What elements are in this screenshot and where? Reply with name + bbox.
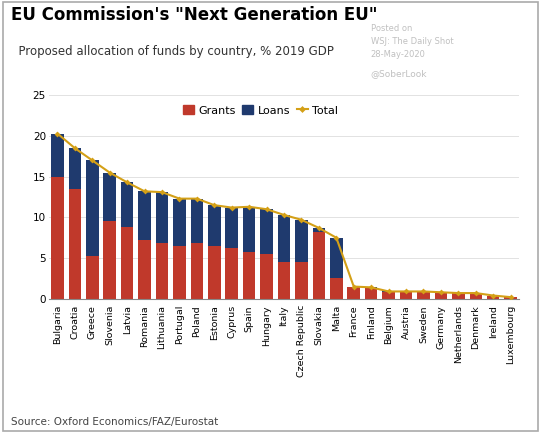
Bar xyxy=(400,291,412,299)
Bar xyxy=(190,243,203,299)
Bar xyxy=(208,205,221,246)
Bar xyxy=(86,256,98,299)
Bar xyxy=(103,221,116,299)
Bar xyxy=(470,293,482,299)
Bar xyxy=(86,160,98,256)
Legend: Grants, Loans, Total: Grants, Loans, Total xyxy=(178,101,343,120)
Text: WSJ: The Daily Shot: WSJ: The Daily Shot xyxy=(371,37,453,46)
Bar xyxy=(173,246,186,299)
Bar xyxy=(69,148,81,189)
Bar xyxy=(260,254,273,299)
Bar xyxy=(278,215,291,262)
Bar xyxy=(417,291,430,292)
Bar xyxy=(487,295,499,299)
Bar xyxy=(260,209,273,254)
Bar xyxy=(452,293,465,299)
Bar xyxy=(504,297,517,299)
Bar xyxy=(103,173,116,221)
Bar xyxy=(190,199,203,243)
Bar xyxy=(382,292,395,299)
Text: Posted on: Posted on xyxy=(371,24,412,33)
Bar xyxy=(313,228,325,232)
Bar xyxy=(156,243,168,299)
Bar xyxy=(313,232,325,299)
Text: 28-May-2020: 28-May-2020 xyxy=(371,50,425,59)
Bar xyxy=(173,199,186,246)
Bar xyxy=(69,189,81,299)
Bar xyxy=(295,220,308,262)
Bar xyxy=(365,288,378,299)
Bar xyxy=(347,287,360,299)
Text: EU Commission's "Next Generation EU": EU Commission's "Next Generation EU" xyxy=(11,6,377,25)
Bar xyxy=(243,207,255,252)
Bar xyxy=(226,248,238,299)
Bar xyxy=(278,262,291,299)
Bar xyxy=(51,133,64,177)
Text: Source: Oxford Economics/FAZ/Eurostat: Source: Oxford Economics/FAZ/Eurostat xyxy=(11,417,218,427)
Bar xyxy=(226,207,238,248)
Text: @SoberLook: @SoberLook xyxy=(371,69,427,78)
Bar xyxy=(156,192,168,243)
Bar xyxy=(208,246,221,299)
Bar xyxy=(138,191,151,240)
Bar xyxy=(121,227,134,299)
Bar xyxy=(121,182,134,227)
Text: Proposed allocation of funds by country, % 2019 GDP: Proposed allocation of funds by country,… xyxy=(11,45,334,58)
Bar xyxy=(434,292,447,299)
Bar xyxy=(243,252,255,299)
Bar xyxy=(295,262,308,299)
Bar xyxy=(417,292,430,299)
Bar xyxy=(382,291,395,292)
Bar xyxy=(330,278,342,299)
Bar xyxy=(51,177,64,299)
Bar xyxy=(138,240,151,299)
Bar xyxy=(330,238,342,278)
